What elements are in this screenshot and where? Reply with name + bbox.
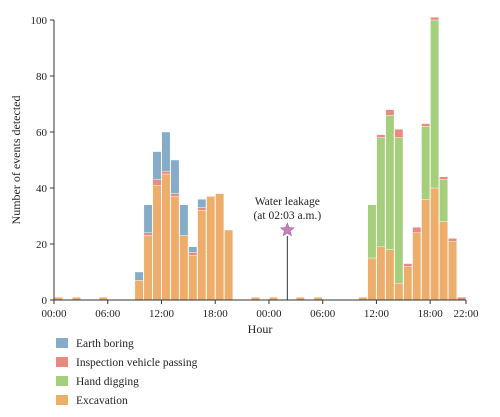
- x-tick-label: 00:00: [41, 308, 67, 320]
- bar-segment: [143, 204, 153, 234]
- legend-swatch: [56, 376, 68, 386]
- legend-swatch: [56, 338, 68, 348]
- bar-segment: [403, 263, 413, 267]
- bar-segment: [430, 19, 440, 189]
- x-tick-label: 12:00: [364, 308, 390, 320]
- bar-segment: [152, 184, 162, 301]
- bar-segment: [376, 137, 386, 248]
- y-tick-label: 80: [36, 71, 48, 83]
- bar-segment: [430, 187, 440, 301]
- bar-segment: [224, 229, 234, 301]
- bar-segment: [197, 210, 207, 301]
- bars-group: [54, 17, 466, 301]
- bar-segment: [367, 257, 377, 301]
- bar-segment: [206, 196, 216, 301]
- bar-segment: [161, 170, 171, 175]
- x-tick-label: 12:00: [149, 308, 175, 320]
- bar-segment: [152, 179, 162, 186]
- y-ticks: 0 20 40 60 80 100: [31, 15, 54, 307]
- legend-swatch: [56, 357, 68, 367]
- y-tick-label: 20: [36, 239, 48, 251]
- bar-segment: [170, 196, 180, 301]
- bar-segment: [421, 123, 431, 127]
- bar-segment: [188, 246, 198, 253]
- y-tick-label: 0: [42, 295, 48, 307]
- axes-group: 0 20 40 60 80 100 00:00 06:00 12:00 18:00 00:00 06…: [31, 15, 480, 320]
- y-tick-label: 100: [31, 15, 48, 27]
- bar-segment: [161, 131, 171, 172]
- bar-segment: [439, 221, 448, 301]
- bar-segment: [385, 249, 395, 301]
- bar-segment: [134, 280, 144, 301]
- x-tick-label: 06:00: [95, 308, 121, 320]
- bar-segment: [170, 193, 180, 197]
- leak-annotation-time: (at 02:03 a.m.): [253, 210, 321, 222]
- bar-segment: [385, 114, 395, 250]
- x-tick-label: 18:00: [418, 308, 444, 320]
- bar-segment: [376, 134, 386, 138]
- bar-segment: [439, 176, 448, 180]
- star-icon: [279, 222, 295, 237]
- y-tick-label: 60: [36, 127, 48, 139]
- bar-segment: [197, 207, 207, 211]
- x-axis-label: Hour: [248, 322, 273, 336]
- bar-segment: [448, 238, 457, 242]
- bar-segment: [403, 266, 413, 301]
- bar-segment: [170, 159, 180, 194]
- bar-segment: [188, 252, 198, 256]
- bar-segment: [394, 137, 404, 284]
- y-tick-label: 40: [36, 183, 48, 195]
- bar-segment: [394, 283, 404, 301]
- y-axis-label: Number of events detected: [9, 96, 23, 225]
- legend-label: Earth boring: [76, 338, 134, 350]
- bar-segment: [412, 226, 422, 233]
- bar-segment: [152, 151, 162, 180]
- bar-segment: [376, 246, 386, 301]
- leak-annotation: Water leakage (at 02:03 a.m.): [253, 196, 321, 300]
- bar-segment: [143, 235, 153, 301]
- bar-segment: [421, 126, 431, 200]
- legend-label: Inspection vehicle passing: [76, 357, 198, 369]
- x-ticks: 00:00 06:00 12:00 18:00 00:00 06:00 12:00 18:00…: [41, 300, 479, 320]
- bar-segment: [134, 271, 144, 281]
- bar-segment: [179, 204, 189, 236]
- legend: Earth boring Inspection vehicle passing Ha…: [56, 338, 198, 407]
- bar-segment: [430, 17, 440, 21]
- bar-segment: [161, 173, 171, 301]
- bar-segment: [439, 179, 448, 222]
- bar-segment: [448, 240, 457, 301]
- bar-segment: [197, 198, 207, 208]
- legend-label: Excavation: [76, 395, 128, 407]
- bar-segment: [179, 235, 189, 301]
- bar-segment: [421, 198, 431, 301]
- bar-segment: [143, 232, 153, 236]
- bar-segment: [385, 109, 395, 116]
- bar-segment: [367, 204, 377, 259]
- x-tick-label: 22:00: [453, 308, 479, 320]
- x-tick-label: 00:00: [256, 308, 282, 320]
- x-tick-label: 06:00: [310, 308, 336, 320]
- bar-segment: [412, 232, 422, 301]
- bar-segment: [188, 254, 198, 301]
- x-tick-label: 18:00: [203, 308, 229, 320]
- legend-label: Hand digging: [76, 376, 139, 388]
- legend-swatch: [56, 395, 68, 405]
- leak-annotation-title: Water leakage: [255, 196, 320, 208]
- bar-segment: [215, 193, 225, 301]
- bar-segment: [394, 128, 404, 138]
